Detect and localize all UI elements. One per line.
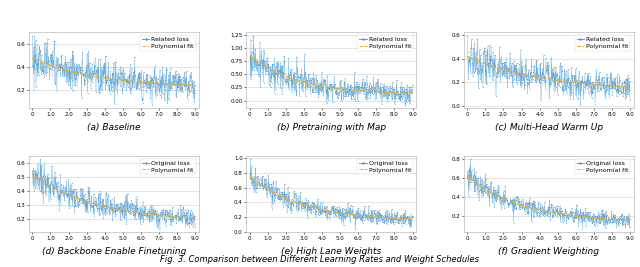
Legend: Related loss, Polynomial fit: Related loss, Polynomial fit xyxy=(357,35,413,51)
Title: (a) Baseline: (a) Baseline xyxy=(87,123,141,132)
Legend: Related loss, Polynomial fit: Related loss, Polynomial fit xyxy=(140,35,196,51)
Legend: Original loss, Polynomial fit: Original loss, Polynomial fit xyxy=(140,159,196,174)
Text: Fig. 3. Comparison between Different Learning Rates and Weight Schedules: Fig. 3. Comparison between Different Lea… xyxy=(161,255,479,264)
Title: (f) Gradient Weighting: (f) Gradient Weighting xyxy=(498,247,599,256)
Title: (e) High Lane Weights: (e) High Lane Weights xyxy=(281,247,381,256)
Legend: Original loss, Polynomial fit: Original loss, Polynomial fit xyxy=(575,159,630,174)
Legend: Related loss, Polynomial fit: Related loss, Polynomial fit xyxy=(575,35,630,51)
Title: (c) Multi-Head Warm Up: (c) Multi-Head Warm Up xyxy=(495,123,603,132)
Title: (b) Pretraining with Map: (b) Pretraining with Map xyxy=(276,123,386,132)
Legend: Original loss, Polynomial fit: Original loss, Polynomial fit xyxy=(357,159,413,174)
Title: (d) Backbone Enable Finetuning: (d) Backbone Enable Finetuning xyxy=(42,247,186,256)
